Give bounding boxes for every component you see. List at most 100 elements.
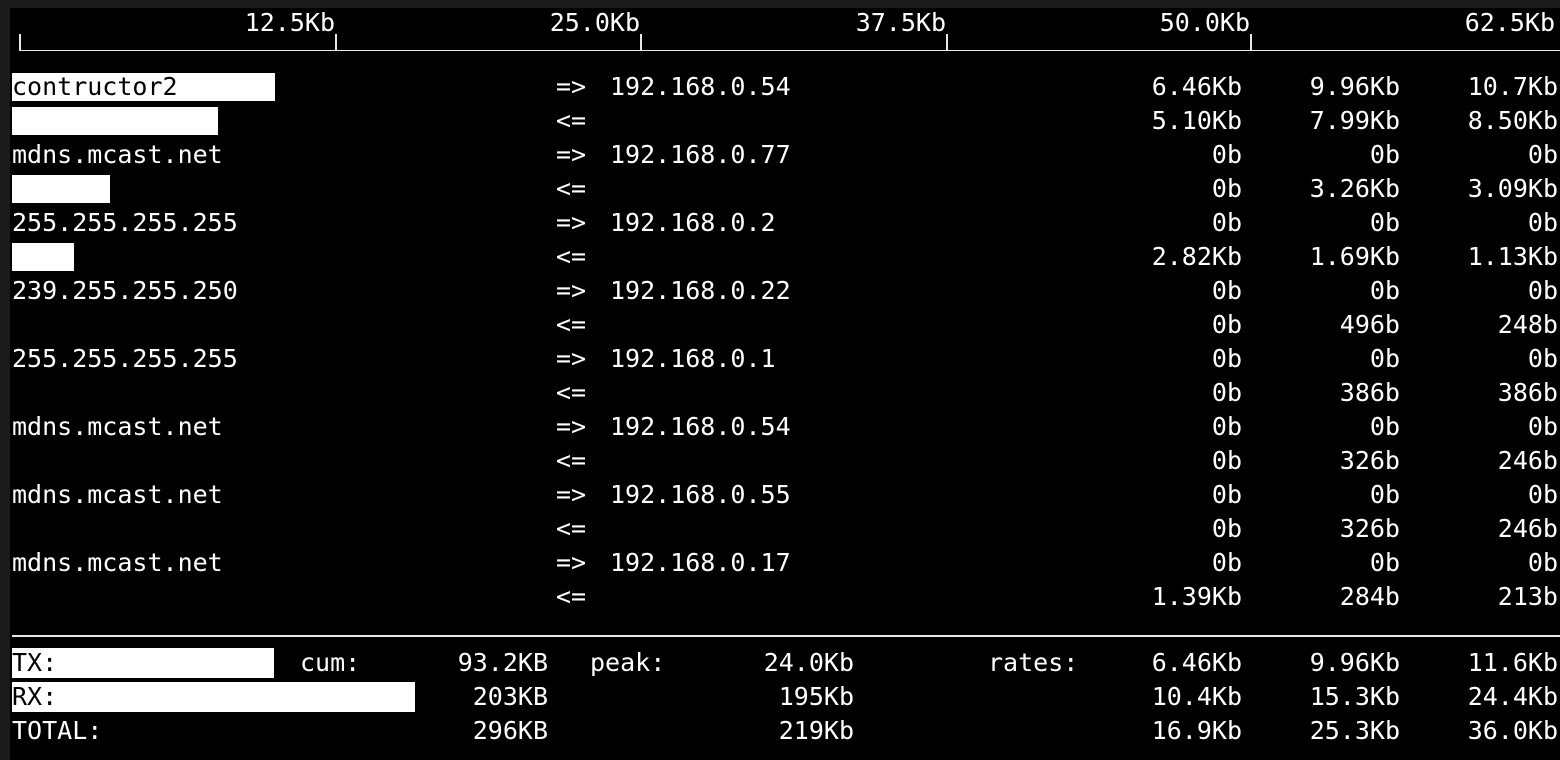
connection-peer: 192.168.0.17 [610, 548, 791, 577]
summary-rate-1: 16.9Kb [1151, 716, 1242, 745]
rate-value-3: 0b [1527, 140, 1558, 169]
connection-host: mdns.mcast.net [12, 548, 223, 577]
connection-row[interactable]: <= 0b 3.26Kb 3.09Kb [10, 172, 1560, 206]
rate-value-1: 1.39Kb [1151, 582, 1242, 611]
direction-out-icon: => [556, 412, 587, 441]
rate-value-1: 0b [1211, 174, 1242, 203]
rate-value-2: 496b [1339, 310, 1400, 339]
connection-peer: 192.168.0.1 [610, 344, 776, 373]
summary-rate-3: 36.0Kb [1467, 716, 1558, 745]
rate-value-1: 0b [1211, 480, 1242, 509]
rate-value-3: 10.7Kb [1467, 72, 1558, 101]
connection-peer: 192.168.0.54 [610, 72, 791, 101]
cumulative-value: 203KB [472, 682, 548, 711]
scale-label-1: 25.0Kb [549, 8, 640, 37]
connection-row[interactable]: <= 2.82Kb 1.69Kb 1.13Kb [10, 240, 1560, 274]
rate-value-3: 0b [1527, 412, 1558, 441]
summary-rate-2: 15.3Kb [1309, 682, 1400, 711]
connection-row[interactable]: mdns.mcast.net => 192.168.0.54 0b 0b 0b [10, 410, 1560, 444]
footer-divider [12, 635, 1560, 637]
iftop-terminal[interactable]: 12.5Kb 25.0Kb 37.5Kb 50.0Kb 62.5Kb contructo… [10, 8, 1560, 760]
connection-row[interactable]: mdns.mcast.net => 192.168.0.55 0b 0b 0b [10, 478, 1560, 512]
connection-host: 255.255.255.255 [12, 344, 238, 373]
rate-value-3: 246b [1497, 514, 1558, 543]
peak-value: 24.0Kb [763, 648, 854, 677]
summary-row: TOTAL: 296KB 219Kb 16.9Kb 25.3Kb 36.0Kb [10, 714, 1560, 748]
rate-value-3: 246b [1497, 446, 1558, 475]
rate-value-1: 0b [1211, 446, 1242, 475]
rate-value-1: 2.82Kb [1151, 242, 1242, 271]
summary-label: TOTAL: [12, 716, 103, 745]
rate-value-1: 6.46Kb [1151, 72, 1242, 101]
rate-value-2: 0b [1369, 548, 1400, 577]
bandwidth-bar-rx [12, 175, 110, 203]
summary-rate-1: 6.46Kb [1151, 648, 1242, 677]
peak-label: peak: [590, 648, 666, 677]
summary-label: RX: [12, 682, 58, 711]
scale-tick-2 [946, 34, 948, 51]
connection-peer: 192.168.0.54 [610, 412, 791, 441]
rate-value-1: 0b [1211, 276, 1242, 305]
rate-value-1: 0b [1211, 310, 1242, 339]
connection-row[interactable]: 239.255.255.250 => 192.168.0.22 0b 0b 0b [10, 274, 1560, 308]
bandwidth-scale-labels: 12.5Kb 25.0Kb 37.5Kb 50.0Kb 62.5Kb [10, 8, 1560, 40]
connection-host: 255.255.255.255 [12, 208, 238, 237]
rate-value-3: 0b [1527, 208, 1558, 237]
connection-row[interactable]: <= 1.39Kb 284b 213b [10, 580, 1560, 614]
peak-value: 219Kb [778, 716, 854, 745]
bandwidth-bar-rx [12, 107, 218, 135]
direction-in-icon: <= [556, 582, 587, 611]
rate-value-2: 1.69Kb [1309, 242, 1400, 271]
direction-out-icon: => [556, 72, 587, 101]
connection-row[interactable]: 255.255.255.255 => 192.168.0.1 0b 0b 0b [10, 342, 1560, 376]
connection-list[interactable]: contructor2.pve => 192.168.0.54 6.46Kb 9.96K… [10, 70, 1560, 632]
rate-value-2: 0b [1369, 344, 1400, 373]
summary-rate-3: 11.6Kb [1467, 648, 1558, 677]
scale-tick-1 [640, 34, 642, 51]
connection-row[interactable]: 255.255.255.255 => 192.168.0.2 0b 0b 0b [10, 206, 1560, 240]
connection-row[interactable]: contructor2.pve => 192.168.0.54 6.46Kb 9.96K… [10, 70, 1560, 104]
summary-row: RX: 203KB 195Kb 10.4Kb 15.3Kb 24.4Kb [10, 680, 1560, 714]
rate-value-1: 5.10Kb [1151, 106, 1242, 135]
rate-value-1: 0b [1211, 208, 1242, 237]
summary-row: TX: cum: peak: rates: 93.2KB 24.0Kb 6.46Kb 9.96… [10, 646, 1560, 680]
connection-row[interactable]: <= 0b 386b 386b [10, 376, 1560, 410]
rate-value-3: 3.09Kb [1467, 174, 1558, 203]
peak-value: 195Kb [778, 682, 854, 711]
rate-value-3: 248b [1497, 310, 1558, 339]
connection-host: 239.255.255.250 [12, 276, 238, 305]
connection-row[interactable]: mdns.mcast.net => 192.168.0.17 0b 0b 0b [10, 546, 1560, 580]
rate-value-3: 386b [1497, 378, 1558, 407]
rate-value-3: 0b [1527, 276, 1558, 305]
connection-host: mdns.mcast.net [12, 412, 223, 441]
rate-value-2: 386b [1339, 378, 1400, 407]
cumulative-value: 93.2KB [457, 648, 548, 677]
connection-host: mdns.mcast.net [12, 480, 223, 509]
direction-in-icon: <= [556, 242, 587, 271]
connection-row[interactable]: <= 0b 326b 246b [10, 512, 1560, 546]
connection-row[interactable]: <= 5.10Kb 7.99Kb 8.50Kb [10, 104, 1560, 138]
rates-label: rates: [988, 648, 1079, 677]
rate-value-3: 0b [1527, 480, 1558, 509]
summary-rate-2: 9.96Kb [1309, 648, 1400, 677]
rate-value-1: 0b [1211, 344, 1242, 373]
rate-value-1: 0b [1211, 378, 1242, 407]
direction-in-icon: <= [556, 378, 587, 407]
summary-label: TX: [12, 648, 58, 677]
connection-row[interactable]: mdns.mcast.net => 192.168.0.77 0b 0b 0b [10, 138, 1560, 172]
bandwidth-bar-tx [12, 73, 275, 101]
rate-value-3: 0b [1527, 344, 1558, 373]
connection-host: mdns.mcast.net [12, 140, 223, 169]
direction-out-icon: => [556, 208, 587, 237]
rate-value-2: 326b [1339, 446, 1400, 475]
rate-value-1: 0b [1211, 412, 1242, 441]
scale-label-0: 12.5Kb [244, 8, 335, 37]
scale-label-2: 37.5Kb [855, 8, 946, 37]
connection-row[interactable]: <= 0b 326b 246b [10, 444, 1560, 478]
connection-row[interactable]: <= 0b 496b 248b [10, 308, 1560, 342]
rate-value-3: 213b [1497, 582, 1558, 611]
rate-value-3: 8.50Kb [1467, 106, 1558, 135]
direction-out-icon: => [556, 344, 587, 373]
direction-out-icon: => [556, 548, 587, 577]
